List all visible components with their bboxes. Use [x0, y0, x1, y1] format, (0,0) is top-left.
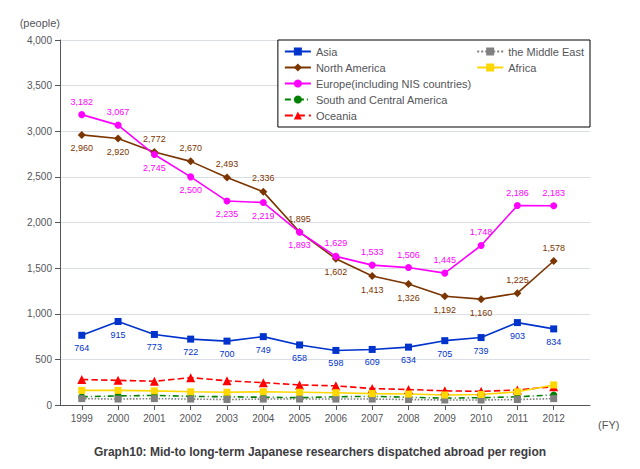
- svg-text:500: 500: [35, 354, 52, 365]
- svg-text:(people): (people): [20, 17, 60, 29]
- svg-text:2,219: 2,219: [252, 211, 275, 221]
- svg-text:North America: North America: [316, 62, 387, 74]
- svg-text:2003: 2003: [216, 413, 239, 424]
- svg-text:1,000: 1,000: [27, 308, 52, 319]
- svg-text:598: 598: [328, 358, 343, 368]
- svg-text:4,000: 4,000: [27, 35, 52, 46]
- svg-text:1,326: 1,326: [397, 293, 420, 303]
- svg-text:834: 834: [546, 337, 561, 347]
- svg-text:2012: 2012: [543, 413, 566, 424]
- svg-text:1,192: 1,192: [434, 305, 457, 315]
- svg-text:1,413: 1,413: [361, 285, 384, 295]
- svg-text:700: 700: [219, 349, 234, 359]
- svg-text:2,493: 2,493: [216, 159, 239, 169]
- svg-text:2000: 2000: [107, 413, 130, 424]
- svg-text:2010: 2010: [470, 413, 493, 424]
- svg-text:2006: 2006: [325, 413, 348, 424]
- svg-text:2002: 2002: [180, 413, 203, 424]
- svg-text:2,745: 2,745: [143, 163, 166, 173]
- svg-text:705: 705: [437, 349, 452, 359]
- svg-text:773: 773: [147, 342, 162, 352]
- svg-text:Europe(including NIS countries: Europe(including NIS countries): [316, 78, 471, 90]
- svg-text:South and Central America: South and Central America: [316, 94, 448, 106]
- svg-text:1,500: 1,500: [27, 263, 52, 274]
- svg-text:3,067: 3,067: [107, 107, 130, 117]
- svg-text:749: 749: [256, 345, 271, 355]
- svg-text:2,500: 2,500: [27, 171, 52, 182]
- svg-text:1,893: 1,893: [288, 240, 311, 250]
- svg-text:Oceania: Oceania: [316, 110, 358, 122]
- svg-text:722: 722: [183, 347, 198, 357]
- svg-text:2,960: 2,960: [71, 143, 94, 153]
- svg-text:2,000: 2,000: [27, 217, 52, 228]
- svg-text:2,670: 2,670: [179, 143, 202, 153]
- svg-text:3,182: 3,182: [71, 97, 94, 107]
- svg-text:658: 658: [292, 353, 307, 363]
- svg-text:2,920: 2,920: [107, 147, 130, 157]
- svg-text:903: 903: [510, 331, 525, 341]
- svg-text:1,506: 1,506: [397, 250, 420, 260]
- svg-text:(FY): (FY): [598, 419, 619, 431]
- svg-text:1999: 1999: [71, 413, 94, 424]
- svg-text:2,235: 2,235: [216, 209, 239, 219]
- svg-text:the Middle East: the Middle East: [508, 46, 584, 58]
- svg-text:1,533: 1,533: [361, 247, 384, 257]
- svg-text:2001: 2001: [143, 413, 166, 424]
- svg-text:3,500: 3,500: [27, 80, 52, 91]
- svg-text:1,578: 1,578: [542, 243, 565, 253]
- svg-text:1,445: 1,445: [434, 255, 457, 265]
- svg-text:2011: 2011: [507, 413, 529, 424]
- svg-text:1,602: 1,602: [325, 267, 348, 277]
- svg-text:Asia: Asia: [316, 46, 338, 58]
- svg-text:2,336: 2,336: [252, 173, 275, 183]
- svg-text:3,000: 3,000: [27, 126, 52, 137]
- svg-text:1,160: 1,160: [470, 308, 493, 318]
- svg-text:2007: 2007: [361, 413, 384, 424]
- svg-text:2009: 2009: [434, 413, 457, 424]
- svg-text:634: 634: [401, 355, 416, 365]
- svg-text:2005: 2005: [288, 413, 311, 424]
- svg-text:609: 609: [365, 357, 380, 367]
- svg-text:1,629: 1,629: [325, 238, 348, 248]
- svg-text:1,895: 1,895: [288, 214, 311, 224]
- svg-text:1,225: 1,225: [506, 275, 529, 285]
- svg-text:0: 0: [46, 400, 52, 411]
- svg-text:739: 739: [474, 346, 489, 356]
- svg-text:2,183: 2,183: [542, 188, 565, 198]
- svg-text:Africa: Africa: [508, 62, 537, 74]
- svg-text:2008: 2008: [397, 413, 420, 424]
- svg-text:2,500: 2,500: [179, 185, 202, 195]
- svg-text:Graph10: Mid-to long-term Japa: Graph10: Mid-to long-term Japanese resea…: [94, 445, 546, 459]
- svg-text:2004: 2004: [252, 413, 275, 424]
- svg-text:764: 764: [74, 343, 89, 353]
- svg-text:2,186: 2,186: [506, 188, 529, 198]
- svg-text:2,772: 2,772: [143, 134, 166, 144]
- svg-text:1,748: 1,748: [470, 227, 493, 237]
- svg-text:915: 915: [111, 330, 126, 340]
